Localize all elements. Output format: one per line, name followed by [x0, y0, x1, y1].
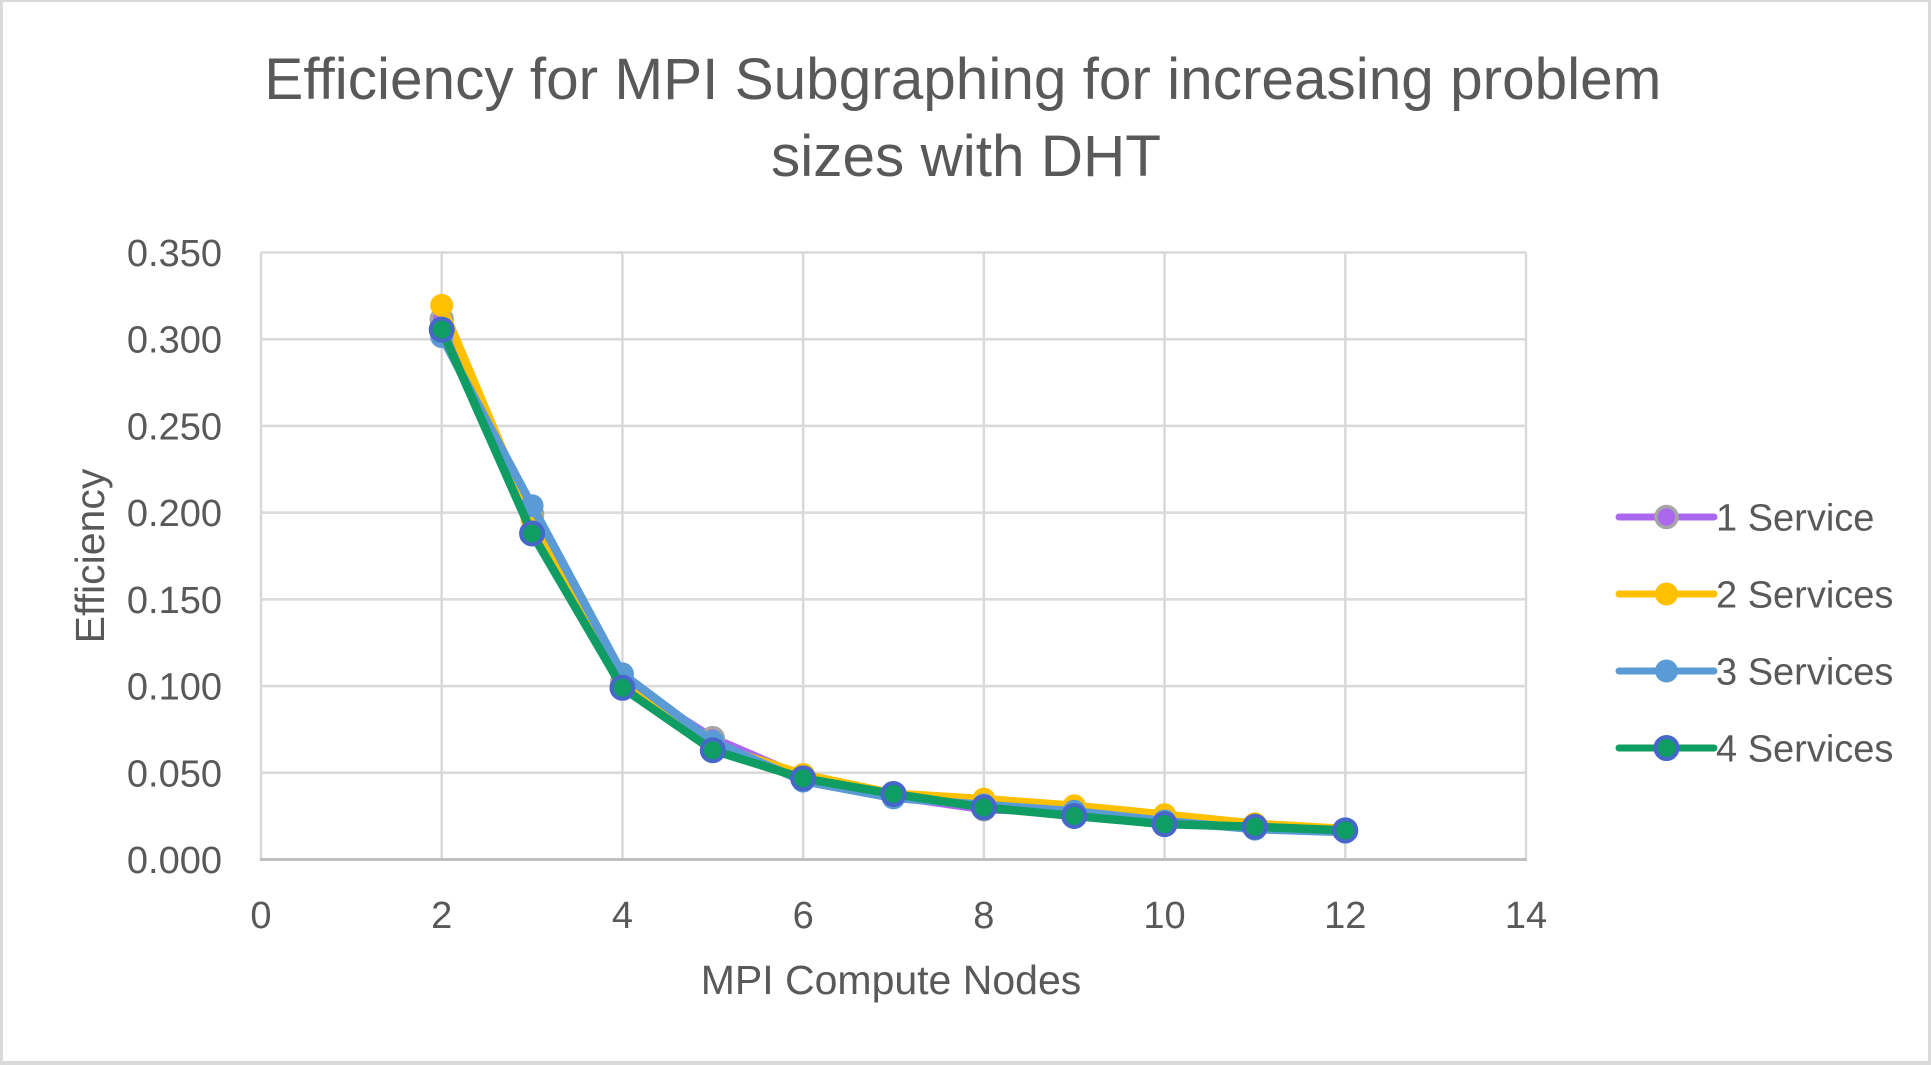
series-layer	[428, 293, 1359, 844]
series-4-services-marker	[699, 737, 726, 764]
legend-swatch-marker	[1653, 735, 1680, 761]
legend-label: 3 Services	[1716, 652, 1893, 694]
series-4-services-marker	[609, 674, 636, 701]
series-4-services-marker	[519, 520, 546, 547]
x-axis-title: MPI Compute Nodes	[701, 957, 1082, 1003]
y-tick-label: 0.150	[127, 580, 222, 622]
tick-labels-layer: 0.000 0.050 0.100 0.150 0.200 0.250 0.300 0.350…	[127, 233, 1547, 937]
series-4-services-marker	[880, 780, 907, 807]
series-4-services-marker	[1241, 813, 1268, 840]
x-tick-label: 2	[431, 895, 452, 937]
legend-swatch-marker	[1655, 582, 1678, 606]
y-axis-title: Efficiency	[67, 468, 113, 643]
series-4-services-marker	[1332, 817, 1359, 844]
series-3-services-line	[437, 332, 1350, 837]
legend-label: 4 Services	[1716, 729, 1893, 771]
series-4-services-marker	[428, 316, 455, 343]
legend-label: 1 Service	[1716, 498, 1874, 540]
chart-title-line-2: sizes with DHT	[771, 124, 1161, 189]
y-tick-label: 0.100	[127, 667, 222, 709]
x-tick-label: 14	[1505, 895, 1547, 937]
series-4-services	[428, 316, 1359, 844]
gridlines-layer	[259, 251, 1528, 861]
y-tick-label: 0.350	[127, 233, 222, 275]
series-4-services-marker	[970, 794, 997, 821]
x-tick-label: 12	[1324, 895, 1366, 937]
x-tick-label: 0	[250, 895, 271, 937]
y-tick-label: 0.050	[127, 753, 222, 795]
series-2-services-marker	[430, 293, 454, 317]
chart-title: Efficiency for MPI Subgraphing for incre…	[264, 47, 1677, 189]
series-2-services-line	[437, 301, 1350, 834]
y-tick-label: 0.000	[127, 840, 222, 882]
legend-item-2-services: 2 Services	[1615, 575, 1893, 617]
series-4-services-marker	[1151, 811, 1178, 838]
legend-item-4-services: 4 Services	[1615, 729, 1893, 771]
legend-item-1-service: 1 Service	[1615, 498, 1874, 540]
x-tick-label: 6	[793, 895, 814, 937]
legend-swatch-marker	[1655, 659, 1678, 683]
series-4-services-line	[437, 325, 1350, 835]
x-tick-label: 8	[973, 895, 994, 937]
chart-title-line-1: Efficiency for MPI Subgraphing for incre…	[264, 47, 1661, 112]
x-tick-label: 4	[612, 895, 633, 937]
series-4-services-marker	[1061, 802, 1088, 829]
x-tick-label: 10	[1143, 895, 1185, 937]
legend: 1 Service 2 Services 3 Services 4 Services	[1615, 498, 1893, 771]
series-1-service-line	[437, 315, 1350, 836]
legend-label: 2 Services	[1716, 575, 1893, 617]
y-tick-label: 0.200	[127, 493, 222, 535]
y-tick-label: 0.300	[127, 320, 222, 362]
y-tick-label: 0.250	[127, 406, 222, 448]
legend-item-3-services: 3 Services	[1615, 652, 1893, 694]
series-4-services-marker	[790, 765, 817, 792]
chart-canvas: 0.000 0.050 0.100 0.150 0.200 0.250 0.300 0.350…	[67, 47, 1893, 1003]
legend-swatch-marker	[1654, 504, 1679, 530]
